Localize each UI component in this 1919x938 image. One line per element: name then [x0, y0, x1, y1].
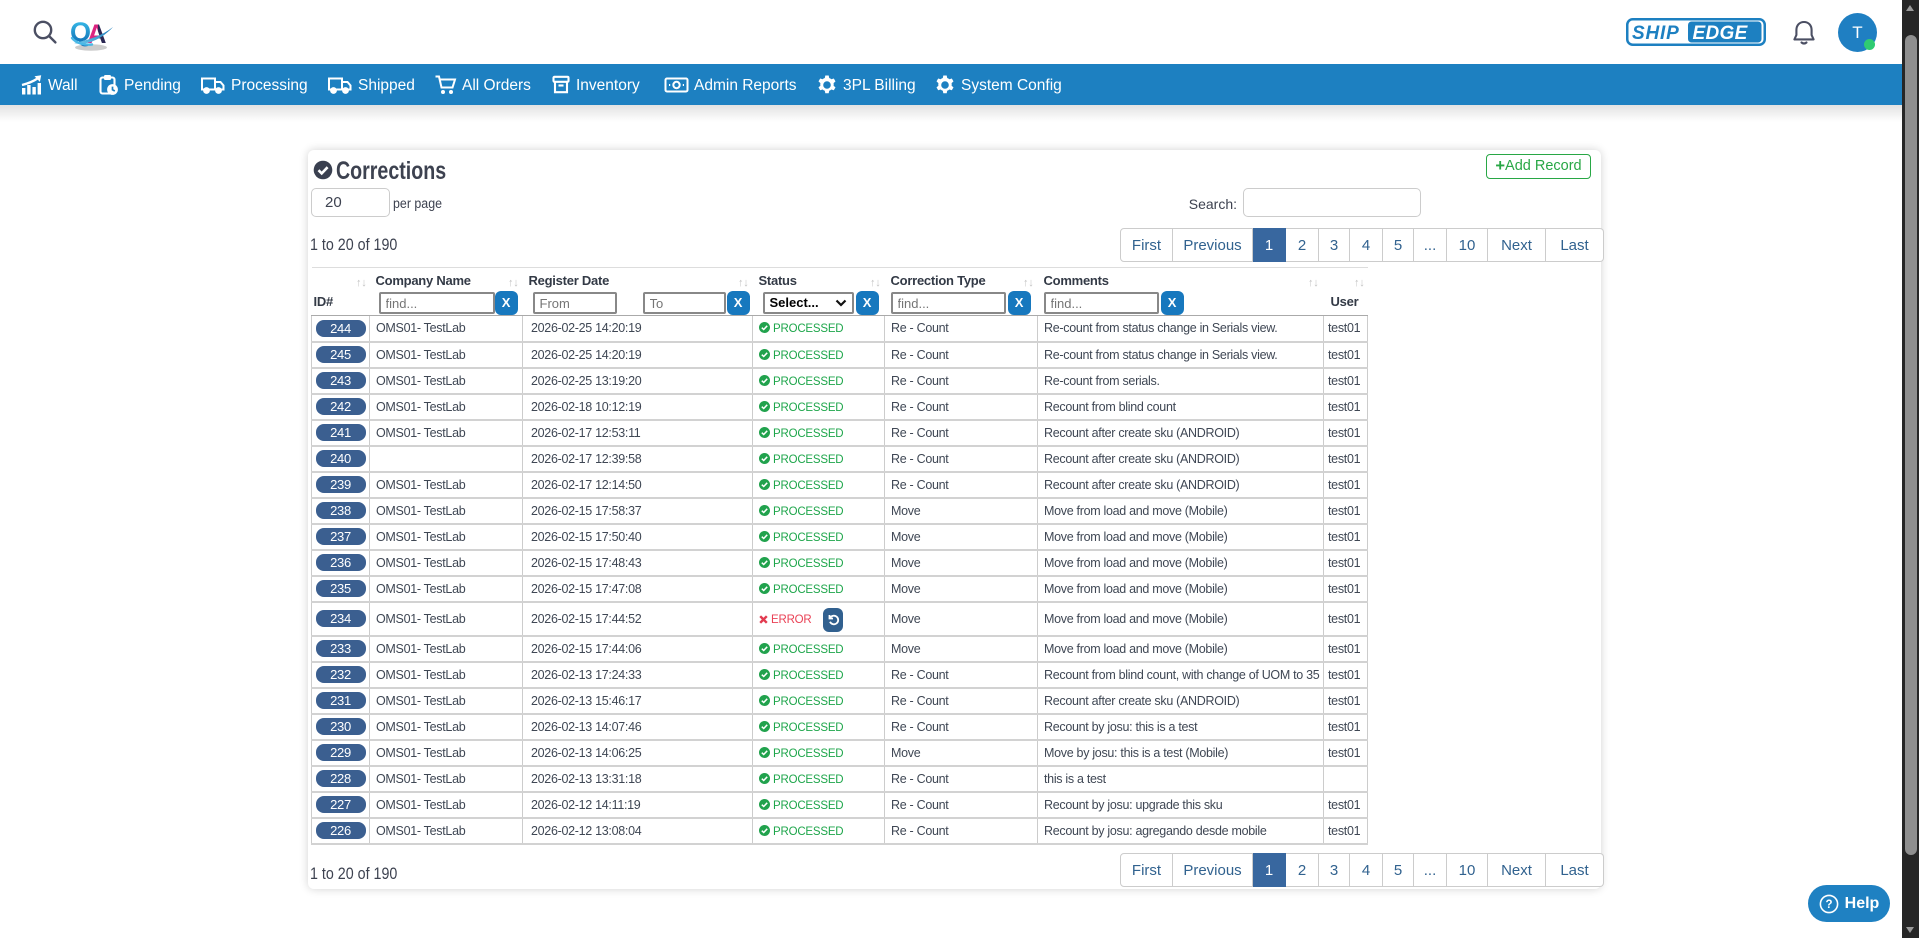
svg-text:?: ? [1825, 899, 1832, 911]
svg-text:Q: Q [70, 17, 91, 47]
svg-text:SHIP: SHIP [1632, 23, 1680, 44]
svg-text:EDGE: EDGE [1693, 23, 1749, 44]
